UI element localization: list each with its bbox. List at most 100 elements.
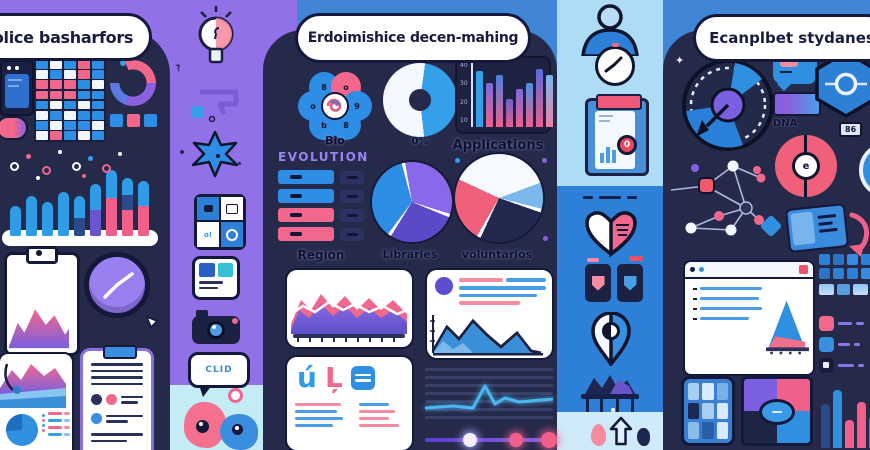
table-cell: [63, 110, 77, 120]
table-cell: [49, 60, 63, 69]
grid-window-icon: o!: [194, 194, 246, 250]
table-cell: [63, 60, 77, 69]
decor-dot: [238, 162, 241, 165]
table-cell: [63, 90, 77, 100]
table-cell: [49, 70, 63, 79]
report-chart-card: [425, 268, 554, 360]
report-bullet: [435, 277, 453, 295]
blue-circle-cut: [859, 142, 870, 198]
apps-yaxis: 40 30 20 10: [460, 63, 468, 124]
bar: [821, 404, 830, 448]
panel-right-title-pill: Ecanplbet stydanes: [693, 14, 870, 62]
table-cell: [63, 70, 77, 79]
table-cell: [91, 70, 104, 79]
bar: [833, 390, 842, 448]
decor-dot: [455, 158, 460, 163]
bar: [857, 402, 866, 448]
color-squares: [110, 114, 157, 127]
axis-tick: 30: [460, 80, 468, 88]
badge-zero: 0: [617, 135, 637, 155]
divider-dashes: [557, 196, 663, 199]
slider-handle: [463, 433, 477, 447]
analytics-card: [0, 352, 74, 450]
clock-icon: [595, 43, 635, 86]
browser-close-square: [799, 265, 808, 274]
mini-dot-column: [42, 414, 45, 432]
region-row: [278, 208, 364, 222]
donut-label: 0%: [411, 136, 429, 147]
bar: [506, 99, 513, 127]
bar: [58, 192, 69, 236]
bar: [546, 75, 553, 127]
table-cell: [91, 60, 104, 69]
phone-icon-pink: [585, 264, 611, 302]
phone-icon-blue: [617, 264, 643, 302]
decor-dot: [542, 158, 547, 163]
ticket-icon: [784, 202, 850, 254]
bar: [90, 184, 101, 236]
star-burst-icon: [192, 130, 238, 178]
table-cell: [91, 131, 104, 140]
confetti: [118, 152, 122, 156]
bar: [26, 196, 37, 236]
panel-right: Ecanplbet stydanes ✦ DNA 86: [663, 14, 870, 450]
table-cell: [91, 80, 104, 90]
table-cell: [49, 100, 63, 110]
ridge-chart-card: [285, 268, 414, 349]
browser-list: [685, 279, 766, 371]
gradient-bar: [773, 92, 821, 116]
confetti: [82, 174, 86, 178]
flower-diagram: 8 o 9 8 b o: [298, 70, 372, 142]
speech-bubble-text: CLID: [205, 365, 233, 375]
location-pin-icon: [591, 312, 631, 366]
panel-middle: Erdoimishice decen-mahing 8 o 9 8 b o Bi…: [263, 13, 557, 450]
glyph-u: ú: [297, 361, 317, 394]
confetti: [102, 164, 111, 173]
confetti: [10, 162, 19, 171]
bar: [486, 83, 493, 127]
confetti: [26, 154, 31, 159]
flowchart-icon: [192, 89, 239, 122]
flower-center: [321, 92, 349, 120]
quadrant-card: [741, 376, 813, 446]
confetti: [72, 162, 81, 171]
table-cell: [49, 110, 63, 120]
browser-window-card: [683, 260, 815, 376]
pink-token-glyph: e: [792, 152, 820, 180]
panel-middle-title: Erdoimishice decen-mahing: [307, 30, 519, 46]
report-device-icon: 0: [585, 94, 649, 176]
donut-hole: [409, 89, 431, 111]
mini-pie: [6, 414, 38, 446]
left-bar-chart: [2, 148, 158, 246]
region-row: [278, 170, 364, 184]
pie-voluntarios-label: voluntarios: [461, 248, 533, 261]
arrow-up-icon: [609, 416, 633, 446]
donut-arc-dot: [120, 60, 126, 66]
apps-bars: [471, 63, 553, 127]
table-cell: [77, 110, 91, 120]
table-cell: [36, 70, 49, 79]
table-cell: [36, 90, 49, 100]
table-cell: [63, 131, 77, 140]
table-cell: [91, 100, 104, 110]
bar: [122, 178, 133, 236]
table-cell: [49, 80, 63, 90]
pink-blob-character: [184, 402, 226, 448]
mini-legend: [48, 412, 70, 436]
table-cell: [91, 90, 104, 100]
sparkle-icon: ✦: [675, 54, 685, 67]
legend-item: [819, 358, 864, 373]
panel-left-title: olice basharfors: [0, 27, 134, 47]
lightbulb-icon: [198, 6, 234, 64]
dna-label: DNA: [773, 118, 798, 129]
heart-icon: [585, 211, 637, 258]
region-bars: [278, 170, 364, 246]
bar: [526, 83, 533, 127]
table-cell: [49, 121, 63, 130]
bar: [516, 89, 523, 127]
bar: [476, 71, 483, 127]
cursor-icon: [146, 316, 158, 328]
pie-libraries-label: Libraries: [382, 248, 438, 261]
tab-pink: [587, 258, 599, 262]
